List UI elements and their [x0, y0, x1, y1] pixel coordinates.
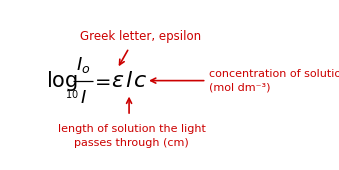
Text: $c$: $c$ [133, 70, 146, 92]
Text: $\mathrm{log}$: $\mathrm{log}$ [46, 69, 78, 93]
Text: $\varepsilon$: $\varepsilon$ [111, 70, 124, 92]
Text: length of solution the light
passes through (cm): length of solution the light passes thro… [58, 124, 206, 148]
Text: $I_o$: $I_o$ [76, 55, 90, 75]
Text: $\mathrm{10}$: $\mathrm{10}$ [65, 88, 79, 100]
Text: Greek letter, epsilon: Greek letter, epsilon [80, 30, 201, 43]
Text: $=$: $=$ [92, 71, 112, 90]
Text: $I$: $I$ [80, 89, 86, 107]
Text: concentration of solution
(mol dm⁻³): concentration of solution (mol dm⁻³) [209, 69, 339, 93]
Text: $l$: $l$ [125, 70, 133, 92]
